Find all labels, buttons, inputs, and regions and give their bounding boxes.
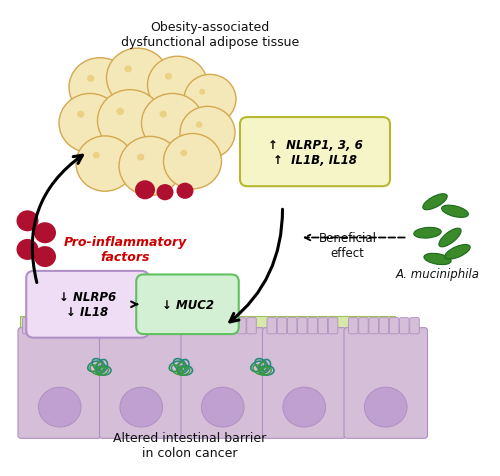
FancyBboxPatch shape bbox=[226, 318, 236, 334]
Ellipse shape bbox=[364, 387, 407, 427]
Text: Pro-inflammatory
factors: Pro-inflammatory factors bbox=[64, 236, 186, 264]
Circle shape bbox=[98, 90, 162, 152]
FancyBboxPatch shape bbox=[240, 118, 390, 187]
FancyBboxPatch shape bbox=[216, 318, 226, 334]
FancyBboxPatch shape bbox=[104, 318, 114, 334]
FancyBboxPatch shape bbox=[262, 328, 346, 438]
Circle shape bbox=[34, 223, 56, 244]
FancyBboxPatch shape bbox=[64, 318, 73, 334]
Circle shape bbox=[77, 111, 84, 119]
FancyBboxPatch shape bbox=[298, 318, 307, 334]
Circle shape bbox=[124, 66, 132, 73]
FancyBboxPatch shape bbox=[134, 318, 144, 334]
FancyBboxPatch shape bbox=[22, 318, 32, 334]
FancyBboxPatch shape bbox=[247, 318, 256, 334]
FancyBboxPatch shape bbox=[136, 275, 239, 335]
Circle shape bbox=[199, 89, 205, 96]
Circle shape bbox=[164, 134, 222, 189]
Ellipse shape bbox=[38, 387, 81, 427]
Circle shape bbox=[137, 154, 144, 161]
FancyBboxPatch shape bbox=[390, 318, 399, 334]
Circle shape bbox=[16, 211, 38, 232]
FancyBboxPatch shape bbox=[328, 318, 338, 334]
Ellipse shape bbox=[283, 387, 326, 427]
FancyBboxPatch shape bbox=[100, 328, 183, 438]
Circle shape bbox=[180, 107, 235, 159]
Text: ↓ MUC2: ↓ MUC2 bbox=[162, 298, 214, 311]
FancyBboxPatch shape bbox=[277, 318, 286, 334]
Ellipse shape bbox=[424, 254, 451, 265]
FancyBboxPatch shape bbox=[181, 328, 264, 438]
FancyBboxPatch shape bbox=[186, 318, 195, 334]
FancyBboxPatch shape bbox=[145, 318, 154, 334]
Ellipse shape bbox=[439, 228, 461, 248]
Circle shape bbox=[135, 181, 155, 200]
FancyBboxPatch shape bbox=[26, 271, 149, 338]
Ellipse shape bbox=[414, 228, 441, 238]
FancyBboxPatch shape bbox=[348, 318, 358, 334]
Circle shape bbox=[116, 109, 124, 116]
Circle shape bbox=[176, 183, 194, 199]
FancyBboxPatch shape bbox=[236, 318, 246, 334]
FancyBboxPatch shape bbox=[358, 318, 368, 334]
FancyBboxPatch shape bbox=[74, 318, 83, 334]
FancyBboxPatch shape bbox=[308, 318, 318, 334]
Text: Beneficial
effect: Beneficial effect bbox=[318, 231, 376, 259]
Circle shape bbox=[142, 94, 204, 153]
FancyBboxPatch shape bbox=[288, 318, 297, 334]
FancyBboxPatch shape bbox=[410, 318, 420, 334]
FancyBboxPatch shape bbox=[318, 318, 328, 334]
Circle shape bbox=[87, 76, 94, 83]
Circle shape bbox=[160, 111, 167, 119]
FancyBboxPatch shape bbox=[155, 318, 164, 334]
Ellipse shape bbox=[445, 245, 470, 259]
Circle shape bbox=[76, 137, 134, 192]
FancyBboxPatch shape bbox=[369, 318, 378, 334]
Circle shape bbox=[59, 94, 121, 153]
Ellipse shape bbox=[442, 206, 468, 218]
FancyBboxPatch shape bbox=[166, 318, 175, 334]
FancyBboxPatch shape bbox=[379, 318, 388, 334]
FancyBboxPatch shape bbox=[53, 318, 62, 334]
Ellipse shape bbox=[202, 387, 244, 427]
FancyBboxPatch shape bbox=[267, 318, 276, 334]
Circle shape bbox=[34, 247, 56, 268]
Circle shape bbox=[180, 150, 188, 157]
Text: ↓ NLRP6
↓ IL18: ↓ NLRP6 ↓ IL18 bbox=[59, 291, 116, 318]
FancyBboxPatch shape bbox=[124, 318, 134, 334]
Text: Obesity-associated
dysfunctional adipose tissue: Obesity-associated dysfunctional adipose… bbox=[121, 21, 299, 50]
Text: A. muciniphila: A. muciniphila bbox=[396, 267, 479, 280]
Circle shape bbox=[16, 239, 38, 260]
FancyBboxPatch shape bbox=[114, 318, 124, 334]
Text: Altered intestinal barrier
in colon cancer: Altered intestinal barrier in colon canc… bbox=[114, 431, 266, 459]
Text: ↑  NLRP1, 3, 6
↑  IL1B, IL18: ↑ NLRP1, 3, 6 ↑ IL1B, IL18 bbox=[268, 139, 362, 166]
Circle shape bbox=[184, 75, 236, 125]
Circle shape bbox=[196, 122, 202, 129]
FancyBboxPatch shape bbox=[84, 318, 94, 334]
FancyBboxPatch shape bbox=[344, 328, 428, 438]
FancyBboxPatch shape bbox=[206, 318, 216, 334]
FancyBboxPatch shape bbox=[196, 318, 205, 334]
Circle shape bbox=[106, 49, 168, 108]
Bar bbox=[20, 317, 395, 331]
FancyBboxPatch shape bbox=[400, 318, 409, 334]
FancyBboxPatch shape bbox=[18, 328, 102, 438]
Circle shape bbox=[93, 153, 100, 159]
Ellipse shape bbox=[423, 194, 447, 210]
Circle shape bbox=[119, 137, 181, 196]
FancyBboxPatch shape bbox=[32, 318, 42, 334]
FancyBboxPatch shape bbox=[43, 318, 52, 334]
Ellipse shape bbox=[120, 387, 162, 427]
Circle shape bbox=[69, 59, 131, 118]
Circle shape bbox=[156, 185, 174, 201]
Circle shape bbox=[165, 74, 172, 80]
Circle shape bbox=[148, 57, 208, 114]
